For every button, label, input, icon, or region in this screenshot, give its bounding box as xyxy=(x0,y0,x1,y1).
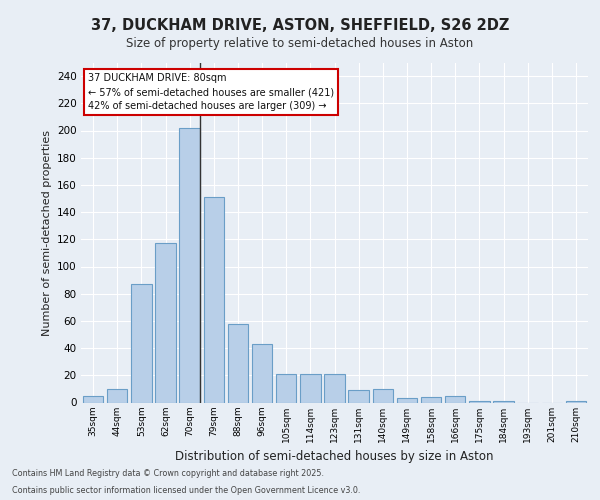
X-axis label: Distribution of semi-detached houses by size in Aston: Distribution of semi-detached houses by … xyxy=(175,450,494,463)
Bar xyxy=(373,389,393,402)
Bar xyxy=(324,374,345,402)
Bar xyxy=(493,401,514,402)
Text: Contains public sector information licensed under the Open Government Licence v3: Contains public sector information licen… xyxy=(12,486,361,495)
Bar xyxy=(252,344,272,403)
Bar xyxy=(227,324,248,402)
Bar xyxy=(397,398,417,402)
Bar xyxy=(421,397,442,402)
Y-axis label: Number of semi-detached properties: Number of semi-detached properties xyxy=(41,130,52,336)
Text: Size of property relative to semi-detached houses in Aston: Size of property relative to semi-detach… xyxy=(127,38,473,51)
Bar xyxy=(445,396,466,402)
Bar xyxy=(107,389,127,402)
Bar xyxy=(349,390,369,402)
Bar xyxy=(131,284,152,403)
Text: 37 DUCKHAM DRIVE: 80sqm
← 57% of semi-detached houses are smaller (421)
42% of s: 37 DUCKHAM DRIVE: 80sqm ← 57% of semi-de… xyxy=(88,74,334,112)
Bar xyxy=(276,374,296,402)
Bar xyxy=(469,401,490,402)
Bar xyxy=(203,197,224,402)
Text: 37, DUCKHAM DRIVE, ASTON, SHEFFIELD, S26 2DZ: 37, DUCKHAM DRIVE, ASTON, SHEFFIELD, S26… xyxy=(91,18,509,32)
Bar xyxy=(179,128,200,402)
Bar xyxy=(83,396,103,402)
Bar xyxy=(566,401,586,402)
Text: Contains HM Land Registry data © Crown copyright and database right 2025.: Contains HM Land Registry data © Crown c… xyxy=(12,468,324,477)
Bar xyxy=(155,244,176,402)
Bar xyxy=(300,374,320,402)
